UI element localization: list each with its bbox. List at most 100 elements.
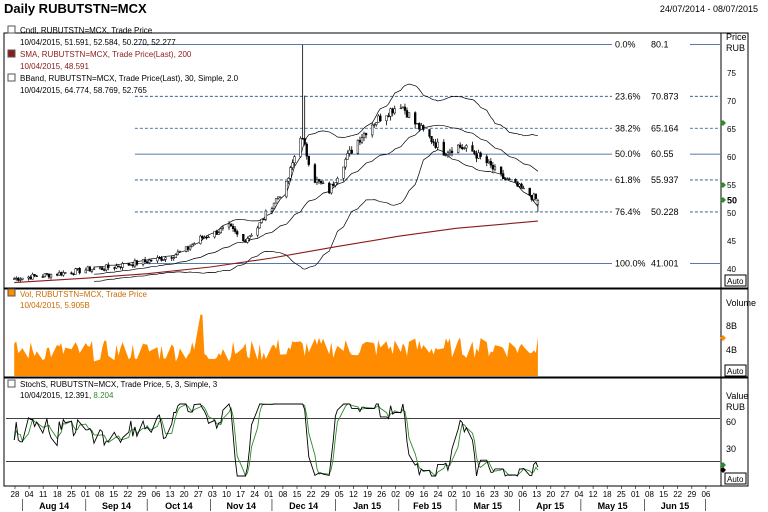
stoch-icon[interactable] [7, 379, 16, 388]
candle-body [319, 180, 323, 184]
candle-body [471, 145, 474, 152]
candle-body [143, 259, 147, 262]
candle-body [270, 208, 274, 212]
candle-body [344, 159, 347, 168]
price-legend: Cndl, RUBUTSTN=MCX, Trade Price 10/04/20… [7, 25, 239, 95]
candle-body [385, 115, 388, 122]
candle-body [156, 257, 159, 262]
candle-body [313, 164, 317, 183]
candle-body [262, 218, 265, 221]
x-axis-day-label: 04 [575, 490, 584, 499]
candle-body [307, 155, 310, 165]
bband-icon[interactable] [7, 73, 16, 82]
candle-body [432, 141, 435, 144]
candle-body [278, 196, 282, 198]
sma-line-icon[interactable] [7, 49, 16, 58]
x-axis-day-label: 11 [39, 490, 48, 499]
candle-body [346, 153, 349, 160]
price-axis-tick: 70 [727, 97, 736, 106]
price-auto-button[interactable]: Auto [724, 274, 747, 287]
stoch-marker-icon [720, 462, 726, 468]
x-axis-month-label: Apr 15 [536, 501, 564, 511]
candle-body [391, 108, 394, 114]
volume-axis-title: Volume [726, 298, 756, 308]
candle-body [117, 265, 120, 268]
candle-body [170, 257, 173, 259]
candle-body [371, 124, 374, 136]
price-panel [3, 32, 749, 289]
price-axis-unit: RUB [726, 43, 745, 53]
x-axis-day-label: 01 [631, 490, 640, 499]
candle-body [399, 107, 402, 110]
x-axis-day-label: 10 [462, 490, 471, 499]
candle-body [508, 178, 511, 180]
fib-level-value: 41.001 [651, 259, 679, 269]
candle-body [92, 268, 96, 271]
candle-body [119, 266, 122, 268]
x-axis-day-label: 08 [278, 490, 287, 499]
candle-body [389, 108, 392, 117]
candle-body [84, 269, 87, 274]
price-marker-icon [720, 120, 726, 126]
stoch-axis-unit: RUB [726, 402, 745, 412]
bband-middle-line [93, 124, 539, 275]
candle-body [504, 178, 507, 180]
candle-body [184, 246, 188, 252]
candle-body [135, 260, 139, 265]
candle-body [373, 124, 376, 126]
fib-level-pct: 38.2% [615, 123, 641, 133]
volume-legend-values: 10/04/2015, 5.905B [20, 301, 90, 310]
candle-body [487, 161, 490, 164]
price-axis-tick: 60 [727, 153, 736, 162]
candle-body [387, 115, 390, 117]
x-axis-day-label: 27 [560, 490, 569, 499]
candle-icon[interactable] [7, 25, 16, 34]
candle-body [43, 273, 47, 277]
candle-body [514, 178, 517, 183]
x-axis-day-label: 22 [123, 490, 132, 499]
price-marker-icon [720, 197, 726, 203]
candle-body [213, 230, 216, 238]
candle-body [78, 268, 81, 274]
candle-body [58, 272, 61, 276]
x-axis-day-label: 29 [321, 490, 330, 499]
candle-body [35, 275, 38, 277]
candle-body [422, 125, 425, 130]
candle-body [499, 166, 503, 174]
candle-body [115, 265, 118, 269]
candle-body [528, 187, 531, 196]
volume-auto-button[interactable]: Auto [724, 364, 747, 377]
candle-body [416, 123, 419, 125]
candle-body [414, 112, 417, 125]
candle-body [407, 112, 411, 118]
candle-body [248, 235, 251, 239]
volume-marker-icon [720, 335, 726, 341]
fib-label-bg [612, 90, 690, 102]
candle-body [141, 259, 145, 265]
candle-body [332, 183, 335, 186]
candle-body [227, 223, 231, 228]
x-axis-month-label: Jun 15 [661, 501, 690, 511]
stoch-auto-button[interactable]: Auto [724, 472, 747, 485]
candle-body [113, 267, 116, 269]
candle-body [107, 264, 110, 268]
stoch-legend-name: StochS, RUBUTSTN=MCX, Trade Price, 5, 3,… [20, 380, 218, 389]
candle-body [193, 243, 196, 246]
volume-icon[interactable] [7, 288, 16, 297]
x-axis-day-label: 16 [419, 490, 428, 499]
candle-body [221, 226, 225, 229]
candle-body [158, 257, 161, 259]
last-price-tick: 50 [727, 195, 737, 205]
candle-body [360, 137, 364, 143]
candle-body [463, 147, 466, 150]
bband-upper-line [93, 83, 538, 268]
price-legend-cndl: Cndl, RUBUTSTN=MCX, Trade Price [20, 26, 153, 35]
candle-body [60, 272, 63, 276]
x-axis-day-label: 13 [532, 490, 541, 499]
candle-body [501, 173, 505, 179]
candle-body [364, 133, 368, 136]
x-axis-day-label: 03 [208, 490, 217, 499]
candle-body [401, 106, 405, 109]
candle-body [45, 273, 49, 275]
candle-body [379, 115, 382, 122]
